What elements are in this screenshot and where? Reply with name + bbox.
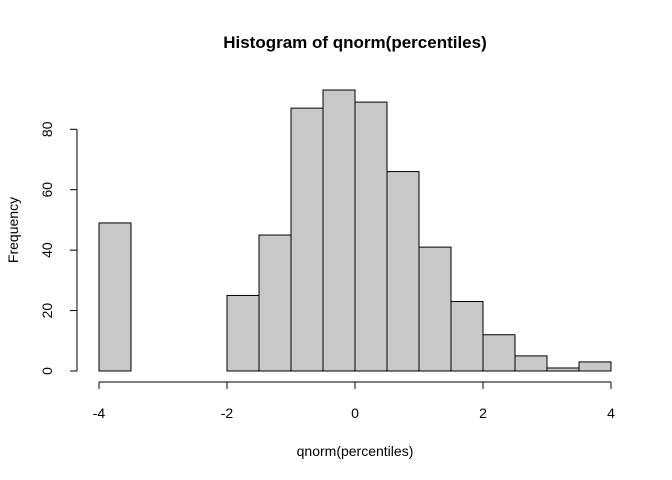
x-tick-label: -4 [93,405,106,421]
y-tick-label: 60 [39,182,55,198]
histogram-bar [258,234,292,372]
y-axis-label: Frequency [5,197,21,263]
histogram-bar [322,89,356,372]
histogram-bar [578,361,612,372]
x-axis: -4 -2 0 2 4 [93,381,615,421]
histogram-bar [290,107,324,372]
y-tick-label: 40 [39,242,55,258]
histogram-bar [482,334,516,372]
x-tick-label: 4 [607,405,615,421]
histogram-bars [98,89,612,372]
y-tick-label: 80 [39,121,55,137]
histogram-bar [514,355,548,372]
histogram-bar [226,294,260,372]
y-tick-label: 0 [39,367,55,375]
x-axis-label: qnorm(percentiles) [297,443,414,459]
y-axis: 0 20 40 60 80 [39,121,78,375]
histogram-bar [354,101,388,372]
histogram-bar [418,246,452,372]
chart-title: Histogram of qnorm(percentiles) [223,33,487,52]
x-tick-label: 0 [351,405,359,421]
x-tick-label: 2 [479,405,487,421]
y-tick-label: 20 [39,303,55,319]
histogram-bar [450,301,484,372]
histogram-bar [546,367,580,372]
histogram-bar [98,222,132,372]
histogram-bar [386,171,420,372]
x-tick-label: -2 [221,405,234,421]
